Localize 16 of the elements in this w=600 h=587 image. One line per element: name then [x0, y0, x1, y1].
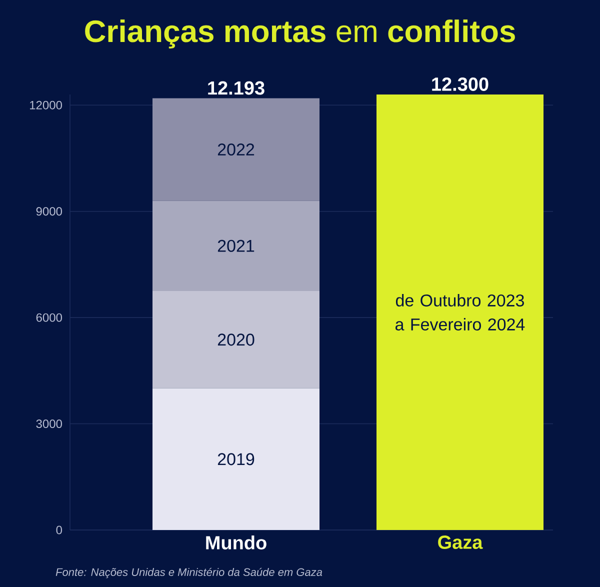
series-label: 2021 [218, 240, 254, 252]
y-tick-label: 9000 [36, 207, 62, 216]
source-note: Fonte: Nações Unidas e Ministério da Saúde em Gaza [56, 568, 322, 578]
total-label: 12.193 [208, 81, 264, 95]
series-label: 2019 [218, 453, 254, 466]
y-tick-label: 12000 [30, 100, 62, 110]
y-tick-label: 3000 [36, 420, 62, 428]
x-tick-label: Mundo [206, 536, 266, 550]
x-tick-label: Gaza [438, 536, 483, 549]
total-label: 12.300 [432, 77, 488, 91]
series-label: de Outubro 2023 a Fevereiro 2024 [396, 294, 525, 330]
chart-title: Crianças mortas em conflitos [85, 20, 515, 48]
y-tick-label: 0 [56, 526, 62, 534]
series-label: 2022 [218, 143, 254, 156]
series-label: 2020 [218, 334, 254, 346]
y-tick-label: 6000 [36, 313, 62, 322]
